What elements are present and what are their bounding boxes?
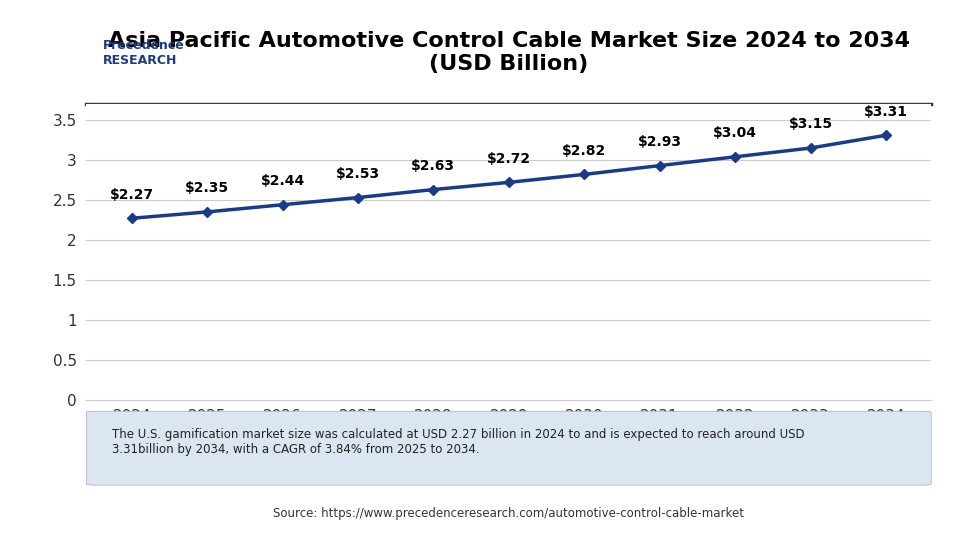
FancyBboxPatch shape [86, 411, 931, 485]
Text: $2.44: $2.44 [260, 174, 304, 188]
Text: $3.15: $3.15 [788, 117, 832, 131]
Text: Source: https://www.precedenceresearch.com/automotive-control-cable-market: Source: https://www.precedenceresearch.c… [274, 507, 744, 520]
Text: $3.04: $3.04 [713, 126, 757, 140]
Text: Asia Pacific Automotive Control Cable Market Size 2024 to 2034
(USD Billion): Asia Pacific Automotive Control Cable Ma… [108, 31, 910, 75]
Text: $2.82: $2.82 [563, 144, 607, 158]
Text: $2.35: $2.35 [185, 181, 229, 195]
Text: $3.31: $3.31 [864, 105, 908, 119]
Text: $2.72: $2.72 [487, 152, 531, 166]
Text: The U.S. gamification market size was calculated at USD 2.27 billion in 2024 to : The U.S. gamification market size was ca… [111, 428, 804, 456]
Text: $2.93: $2.93 [637, 135, 682, 149]
Text: $2.63: $2.63 [412, 159, 455, 173]
Text: $2.27: $2.27 [109, 187, 154, 201]
Text: $2.53: $2.53 [336, 167, 380, 181]
Text: Precedence
RESEARCH: Precedence RESEARCH [104, 39, 185, 67]
